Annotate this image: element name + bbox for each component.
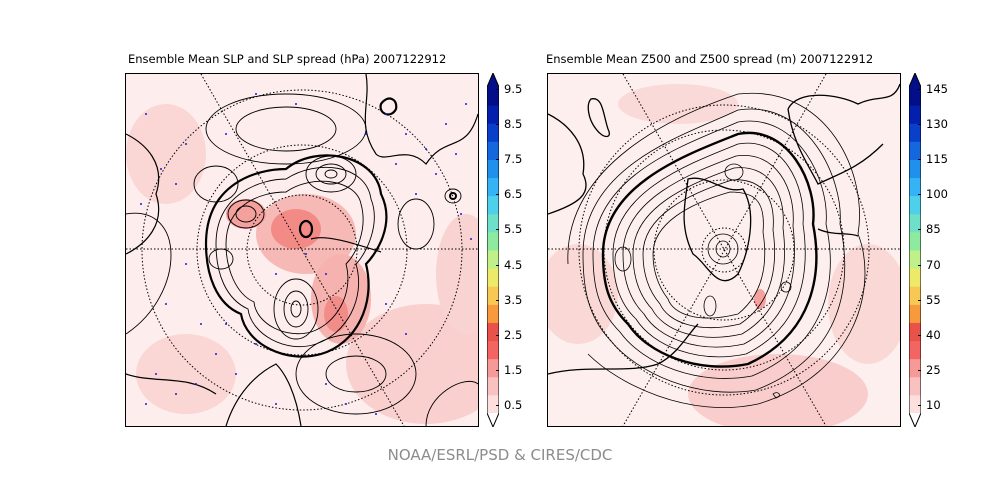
colorbar-segment <box>909 231 921 251</box>
colorbar-segment <box>909 105 921 124</box>
colorbar-tick-label: 10 <box>926 398 941 412</box>
colorbar-tick-label: 40 <box>926 327 941 342</box>
colorbar-extend-min <box>487 413 499 427</box>
colorbar-segment <box>909 195 921 215</box>
colorbar-tick-mark <box>918 405 921 406</box>
colorbar-tick-mark <box>496 89 499 90</box>
colorbar-segment <box>487 105 499 124</box>
colorbar-tick-mark <box>918 369 921 371</box>
colorbar-tick-label: 4.5 <box>504 257 523 272</box>
colorbar-segment <box>487 394 499 414</box>
colorbar-segment <box>909 87 921 106</box>
slp-colorbar: 9.5 8.5 7.5 6.5 5.5 4.5 3.5 2.5 1.5 0.5 <box>487 73 522 427</box>
colorbar-tick-mark <box>918 159 921 161</box>
colorbar-graphic <box>487 73 499 427</box>
colorbar-tick-mark <box>918 264 921 266</box>
colorbar-segment <box>909 213 921 233</box>
colorbar-segment <box>909 123 921 142</box>
colorbar-tick-label: 70 <box>926 257 941 272</box>
slp-map-graphic <box>126 74 478 426</box>
colorbar-tick-label: 55 <box>926 292 941 307</box>
colorbar-segment <box>487 195 499 215</box>
colorbar-segment <box>909 177 921 197</box>
colorbar-tick-mark <box>918 334 921 336</box>
colorbar-segment <box>909 159 921 179</box>
slp-spread-shading <box>126 74 478 426</box>
z500-colorbar: 145 130 115 100 85 70 55 40 25 10 <box>909 73 948 427</box>
colorbar-segment <box>909 358 921 378</box>
colorbar-segment <box>909 394 921 414</box>
colorbar-tick-mark <box>496 299 499 301</box>
colorbar-segment <box>487 286 499 305</box>
observation-dots <box>140 93 472 415</box>
slp-panel-title: Ensemble Mean SLP and SLP spread (hPa) 2… <box>128 52 447 66</box>
colorbar-graphic <box>909 73 921 427</box>
colorbar-segment <box>487 87 499 106</box>
colorbar-segment <box>909 141 921 160</box>
colorbar-tick-mark <box>918 89 921 90</box>
colorbar-segment <box>487 177 499 197</box>
colorbar-tick-label: 85 <box>926 222 941 237</box>
colorbar-extend-min <box>909 413 921 427</box>
colorbar-tick-mark <box>496 334 499 336</box>
colorbar-tick-label: 145 <box>926 82 948 96</box>
colorbar-tick-label: 7.5 <box>504 152 523 167</box>
colorbar-segment <box>487 376 499 396</box>
z500-map-graphic <box>548 74 900 426</box>
colorbar-segment <box>909 304 921 323</box>
colorbar-tick-label: 5.5 <box>504 222 523 237</box>
colorbar-tick-label: 8.5 <box>504 117 523 132</box>
colorbar-tick-mark <box>496 159 499 161</box>
colorbar-segment <box>487 141 499 160</box>
colorbar-segment <box>487 250 499 269</box>
colorbar-tick-mark <box>918 299 921 301</box>
colorbar-extend-max <box>487 73 499 87</box>
colorbar-tick-label: 0.5 <box>504 398 523 412</box>
colorbar-segment <box>487 159 499 179</box>
colorbar-segment <box>487 340 499 360</box>
slp-spread-map <box>125 73 479 427</box>
credit-footer: NOAA/ESRL/PSD & CIRES/CDC <box>387 446 613 464</box>
slp-graticule <box>126 74 478 426</box>
colorbar-segment <box>487 358 499 378</box>
colorbar-segment <box>909 250 921 269</box>
colorbar-tick-mark <box>918 194 921 196</box>
colorbar-tick-mark <box>496 194 499 196</box>
colorbar-segment <box>487 213 499 233</box>
colorbar-tick-mark <box>496 229 499 231</box>
colorbar-tick-mark <box>496 124 499 126</box>
slp-coastlines <box>126 74 478 426</box>
colorbar-tick-mark <box>496 264 499 266</box>
colorbar-tick-mark <box>496 369 499 371</box>
colorbar-tick-label: 2.5 <box>504 327 523 342</box>
colorbar-tick-label: 25 <box>926 362 941 377</box>
colorbar-segment <box>487 268 499 287</box>
colorbar-tick-mark <box>496 405 499 406</box>
colorbar-tick-label: 3.5 <box>504 292 523 307</box>
colorbar-tick-label: 1.5 <box>504 362 523 377</box>
colorbar-segment <box>487 231 499 251</box>
colorbar-segment <box>909 322 921 342</box>
z500-spread-map <box>547 73 901 427</box>
colorbar-tick-label: 6.5 <box>504 187 523 202</box>
colorbar-extend-max <box>909 73 921 87</box>
colorbar-tick-label: 130 <box>926 117 948 132</box>
z500-panel-title: Ensemble Mean Z500 and Z500 spread (m) 2… <box>546 52 874 66</box>
z500-contours <box>567 92 866 408</box>
colorbar-tick-label: 115 <box>926 152 948 167</box>
colorbar-tick-label: 9.5 <box>504 82 523 96</box>
colorbar-segment <box>487 123 499 142</box>
colorbar-segment <box>487 322 499 342</box>
colorbar-segment <box>909 268 921 287</box>
z500-coastlines <box>548 83 900 375</box>
colorbar-tick-label: 100 <box>926 187 948 202</box>
colorbar-tick-mark <box>918 124 921 126</box>
colorbar-segment <box>909 376 921 396</box>
colorbar-segment <box>909 340 921 360</box>
colorbar-segment <box>487 304 499 323</box>
slp-contours <box>126 93 478 426</box>
colorbar-segment <box>909 286 921 305</box>
colorbar-tick-mark <box>918 229 921 231</box>
